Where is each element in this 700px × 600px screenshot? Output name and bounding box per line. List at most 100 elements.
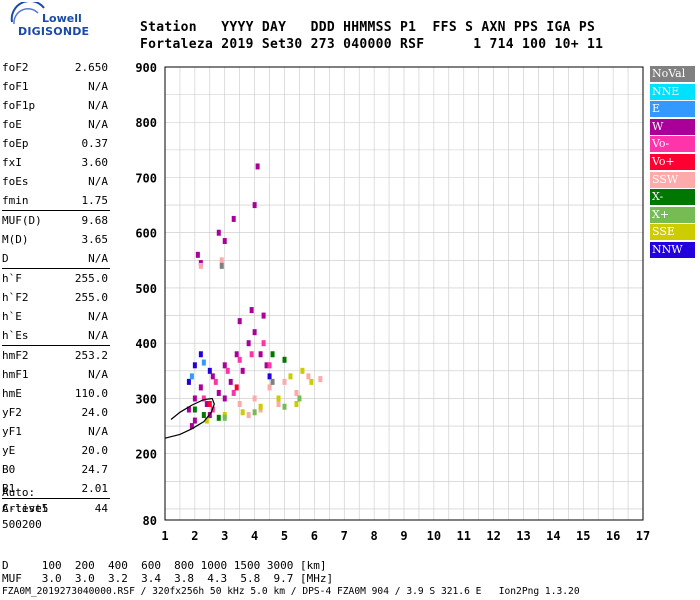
- x-tick-label: 12: [486, 529, 500, 543]
- data-point: [267, 362, 272, 369]
- data-point: [255, 163, 260, 170]
- data-point: [189, 423, 194, 430]
- x-tick-label: 15: [576, 529, 590, 543]
- data-point: [198, 262, 203, 269]
- data-point: [237, 356, 242, 363]
- param-label: C-level: [2, 502, 49, 515]
- data-point: [246, 340, 251, 347]
- param-row: yE 20.0: [2, 441, 110, 460]
- data-point: [222, 395, 227, 402]
- param-value: N/A: [88, 310, 108, 323]
- logo-mark: [10, 2, 45, 25]
- data-point: [192, 362, 197, 369]
- param-row: foF1 N/A: [2, 77, 110, 96]
- param-label: h`Es: [2, 329, 29, 342]
- data-point: [252, 329, 257, 336]
- param-value: 20.0: [81, 444, 109, 457]
- legend-item: Vo-: [650, 136, 695, 153]
- data-point: [231, 215, 236, 222]
- legend-item: X-: [650, 189, 695, 206]
- param-value: 0.37: [81, 137, 109, 150]
- data-point: [192, 417, 197, 424]
- param-label: yF1: [2, 425, 22, 438]
- data-point: [282, 356, 287, 363]
- param-value: N/A: [88, 329, 108, 342]
- logo-digisonde: DIGISONDE: [18, 25, 90, 38]
- param-value: N/A: [88, 252, 108, 265]
- data-point: [270, 378, 275, 385]
- param-row: yF2 24.0: [2, 403, 110, 422]
- param-row: h`Es N/A: [2, 326, 110, 345]
- param-label: foEs: [2, 175, 29, 188]
- data-point: [306, 373, 311, 380]
- digisonde-logo: Lowell DIGISONDE: [4, 2, 89, 42]
- param-separator: [2, 268, 110, 269]
- data-point: [261, 312, 266, 319]
- y-tick-label: 700: [135, 171, 157, 185]
- legend-item: NoVal: [650, 66, 695, 82]
- param-row: foF2 2.650: [2, 58, 110, 77]
- x-tick-label: 1: [161, 529, 168, 543]
- param-label: hmF1: [2, 368, 29, 381]
- data-point: [222, 238, 227, 245]
- param-value: 255.0: [74, 291, 108, 304]
- param-value: N/A: [88, 368, 108, 381]
- x-tick-label: 16: [606, 529, 620, 543]
- data-point: [216, 229, 221, 236]
- param-label: B1: [2, 482, 16, 495]
- data-point: [258, 403, 263, 410]
- param-row: fmin 1.75: [2, 191, 110, 210]
- param-row: D N/A: [2, 249, 110, 268]
- param-value: 110.0: [74, 387, 108, 400]
- param-label: B0: [2, 463, 16, 476]
- x-tick-label: 5: [281, 529, 288, 543]
- x-tick-label: 9: [400, 529, 407, 543]
- data-point: [309, 378, 314, 385]
- param-value: 3.65: [81, 233, 109, 246]
- data-point: [264, 362, 269, 369]
- param-label: fxI: [2, 156, 22, 169]
- param-separator: [2, 345, 110, 346]
- x-tick-label: 13: [516, 529, 530, 543]
- data-point: [189, 373, 194, 380]
- data-point: [228, 378, 233, 385]
- data-point: [276, 395, 281, 402]
- x-tick-label: 4: [251, 529, 258, 543]
- data-point: [195, 251, 200, 258]
- param-value: N/A: [88, 118, 108, 131]
- data-point: [246, 412, 251, 419]
- data-point: [252, 202, 257, 209]
- legend-item: NNE: [650, 83, 695, 100]
- profile-line: [164, 397, 215, 439]
- x-tick-label: 3: [221, 529, 228, 543]
- y-tick-label: 300: [135, 392, 157, 406]
- param-value: 2.01: [81, 482, 109, 495]
- x-tick-label: 11: [457, 529, 471, 543]
- param-label: foF1p: [2, 99, 36, 112]
- y-tick-label: 80: [143, 514, 157, 528]
- param-row: foF1p N/A: [2, 96, 110, 115]
- param-row: M(D) 3.65: [2, 230, 110, 249]
- data-point: [204, 400, 209, 407]
- logo-lowell: Lowell: [42, 12, 82, 25]
- muf-row: MUF 3.0 3.0 3.2 3.4 3.8 4.3 5.8 9.7 [MHz…: [2, 572, 334, 585]
- data-point: [318, 376, 323, 383]
- file-info: FZA0M_2019273040000.RSF / 320fx256h 50 k…: [2, 586, 580, 597]
- param-row: h`F2 255.0: [2, 288, 110, 307]
- header-line-2: Fortaleza 2019 Set30 273 040000 RSF 1 71…: [140, 37, 604, 52]
- param-row: hmF1 N/A: [2, 365, 110, 384]
- legend-item: SSE: [650, 224, 695, 241]
- data-point: [288, 373, 293, 380]
- y-tick-label: 900: [135, 61, 157, 75]
- auto-algorithm: Artist5: [2, 502, 49, 515]
- param-value: N/A: [88, 80, 108, 93]
- param-separator: [2, 210, 110, 211]
- y-tick-label: 400: [135, 337, 157, 351]
- param-label: h`F2: [2, 291, 29, 304]
- legend-item: E: [650, 101, 695, 118]
- data-point: [198, 351, 203, 358]
- legend-item: SSW: [650, 171, 695, 188]
- param-value: 9.68: [81, 214, 109, 227]
- param-value: 24.7: [81, 463, 109, 476]
- legend-item: NNW: [650, 241, 695, 258]
